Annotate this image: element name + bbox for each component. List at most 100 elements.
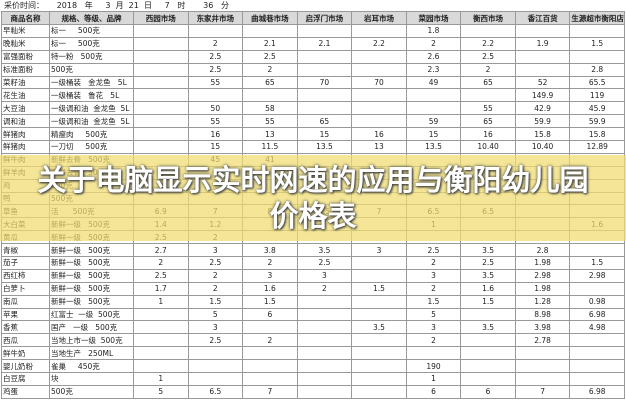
- price: 4.98: [569, 320, 625, 335]
- item-name: 菜籽油: [1, 75, 50, 90]
- price: 2: [405, 256, 462, 270]
- item-name: 早籼米: [1, 24, 50, 38]
- price: 2.8: [569, 62, 625, 77]
- item-name: 调和油: [1, 114, 50, 129]
- price: 15.8: [514, 127, 571, 142]
- price: 1.5: [569, 256, 625, 270]
- price: 1.7: [133, 281, 189, 296]
- price: 2.5: [242, 49, 298, 64]
- spec: 一级调和油 金龙鱼 5L: [49, 114, 134, 129]
- price: 6.98: [569, 307, 625, 322]
- price: [351, 101, 407, 116]
- price: [514, 346, 571, 361]
- price: 10.40: [460, 140, 516, 154]
- table-row: 苹果 红富士 一级 500克 5 6 5 8.98 6.98: [1, 307, 625, 322]
- item-name: 西瓜: [1, 333, 50, 348]
- price: 1.28: [514, 294, 571, 309]
- table-row: 婴儿奶粉 雀巢 450克 190: [1, 359, 625, 374]
- price: 3.5: [460, 268, 516, 283]
- price: 2.5: [187, 256, 244, 270]
- item-name: 青椒: [1, 243, 50, 258]
- spec: 新鲜一级 500克: [49, 281, 134, 296]
- price: [187, 88, 244, 103]
- spec: 新鲜一级 500克: [49, 294, 134, 309]
- price: [460, 24, 516, 38]
- price: 3.5: [460, 320, 516, 335]
- price: 15: [405, 127, 462, 142]
- price: 2.5: [296, 256, 353, 270]
- table-row: 花生油 一级桶装 鲁花 5L 149.9 119: [1, 88, 625, 103]
- price: [133, 346, 189, 361]
- price: 1.9: [514, 36, 571, 51]
- item-name: 南瓜: [1, 294, 50, 309]
- price: 7: [242, 384, 298, 399]
- price: [351, 294, 407, 309]
- price: [405, 88, 462, 103]
- price: 2.5: [405, 243, 462, 258]
- price: 65: [460, 75, 516, 90]
- price: 2.78: [514, 333, 571, 348]
- price: 3: [405, 320, 462, 335]
- column-header: 香江百货: [514, 11, 571, 25]
- spec: 500克: [49, 62, 134, 77]
- price: 5: [405, 307, 462, 322]
- column-header: 规格、等级、品牌: [49, 11, 134, 25]
- table-row: 茄子 新鲜一级 500克 2 2.5 2 2.5 2 2.5 1.98 1.5: [1, 256, 625, 270]
- price: 12.89: [569, 140, 625, 154]
- table-row: 鲜猪肉 一刀切 500克 15 11.5 13.5 13 13.5 10.40 10.40 12.…: [1, 140, 625, 154]
- column-header: 西园市场: [133, 11, 189, 25]
- table-row: 大豆油 一级调和油 金龙鱼 5L 50 58 55 42.9 45.9: [1, 101, 625, 116]
- table-row: 西瓜 当地上市一级 500克 2.5 2 2 2.78: [1, 333, 625, 348]
- price: [460, 88, 516, 103]
- price: [351, 24, 407, 38]
- price: [569, 243, 625, 258]
- price: [296, 359, 353, 374]
- price: 3.8: [242, 243, 298, 258]
- price: 190: [405, 359, 462, 374]
- price: 2.5: [133, 268, 189, 283]
- table-row: 早籼米 标一 500克 1.8: [1, 24, 625, 38]
- price: [187, 24, 244, 38]
- banner-title: 关于电脑显示实时网速的应用与衡阳幼儿园价格表: [37, 163, 589, 233]
- price: [296, 333, 353, 348]
- price: 2: [405, 333, 462, 348]
- price: 2.5: [187, 62, 244, 77]
- price: 2.7: [133, 243, 189, 258]
- price: [296, 346, 353, 361]
- item-name: 香蕉: [1, 320, 50, 335]
- price: [133, 140, 189, 154]
- price: 2: [405, 36, 462, 51]
- price: 1: [405, 372, 462, 386]
- price: 2: [242, 333, 298, 348]
- column-header: 菜园市场: [405, 11, 462, 25]
- price: 50: [187, 101, 244, 116]
- price: 3: [187, 243, 244, 258]
- price: [569, 281, 625, 296]
- price: [351, 114, 407, 129]
- column-header: 曲城巷市场: [242, 11, 298, 25]
- price: [187, 359, 244, 374]
- price: 55: [187, 75, 244, 90]
- price: 3: [296, 268, 353, 283]
- price: 59.9: [569, 114, 625, 129]
- price: [405, 346, 462, 361]
- item-name: 晚籼米: [1, 36, 50, 51]
- price: [296, 372, 353, 386]
- price: [514, 359, 571, 374]
- price: [460, 307, 516, 322]
- price: 6.98: [569, 384, 625, 399]
- price: [133, 24, 189, 38]
- item-name: 白萝卜: [1, 281, 50, 296]
- price: [351, 256, 407, 270]
- price: [296, 101, 353, 116]
- item-name: 苹果: [1, 307, 50, 322]
- price: 1.5: [351, 281, 407, 296]
- spec: 标一 500克: [49, 36, 134, 51]
- price: [460, 359, 516, 374]
- price: 10.40: [514, 140, 571, 154]
- item-name: 花生油: [1, 88, 50, 103]
- price: 0.98: [569, 294, 625, 309]
- price: 45.9: [569, 101, 625, 116]
- price: 6: [460, 384, 516, 399]
- price: [351, 88, 407, 103]
